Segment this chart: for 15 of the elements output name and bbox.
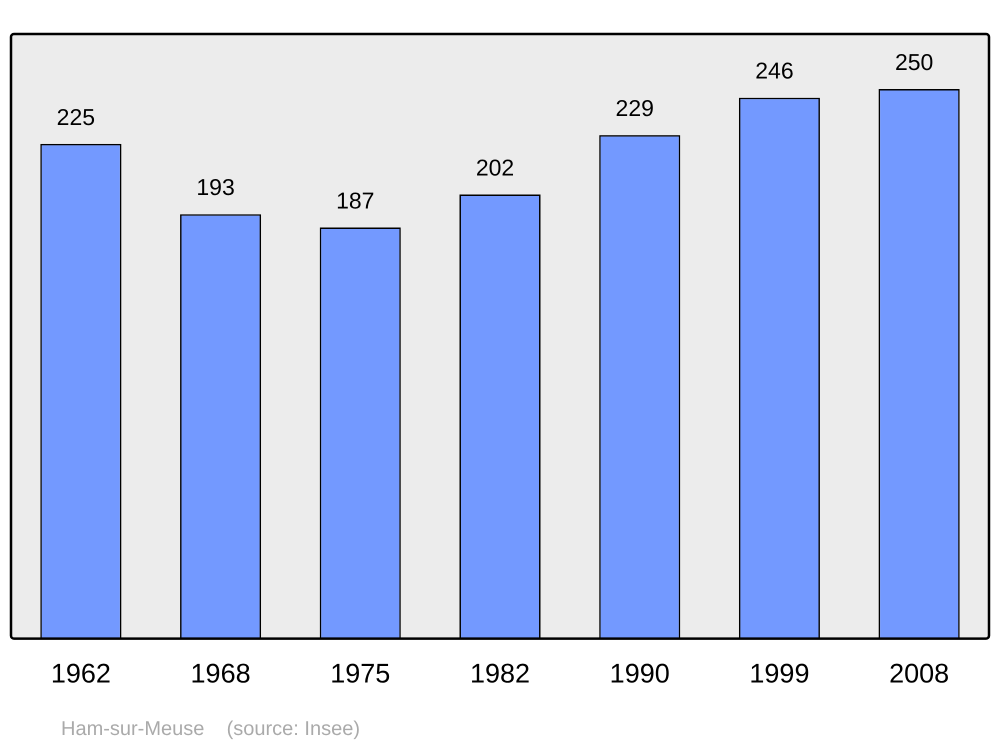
data-label: 193 <box>196 174 235 200</box>
data-label: 202 <box>476 154 514 180</box>
data-label: 187 <box>336 187 374 214</box>
data-label: 250 <box>894 48 934 75</box>
x-tick-label: 2008 <box>889 658 950 688</box>
x-tick-label: 1999 <box>749 658 810 688</box>
x-tick-label: 1968 <box>190 658 251 688</box>
x-tick-label: 1962 <box>50 658 111 688</box>
data-label: 229 <box>616 94 654 121</box>
data-label: 246 <box>755 58 794 84</box>
data-label: 225 <box>56 104 96 130</box>
x-tick-label: 1975 <box>330 658 390 688</box>
x-tick-label: 1990 <box>610 658 670 688</box>
text: Ham-sur-Meuse (source: Insee) <box>61 718 360 740</box>
x-tick-label: 1982 <box>470 658 530 688</box>
